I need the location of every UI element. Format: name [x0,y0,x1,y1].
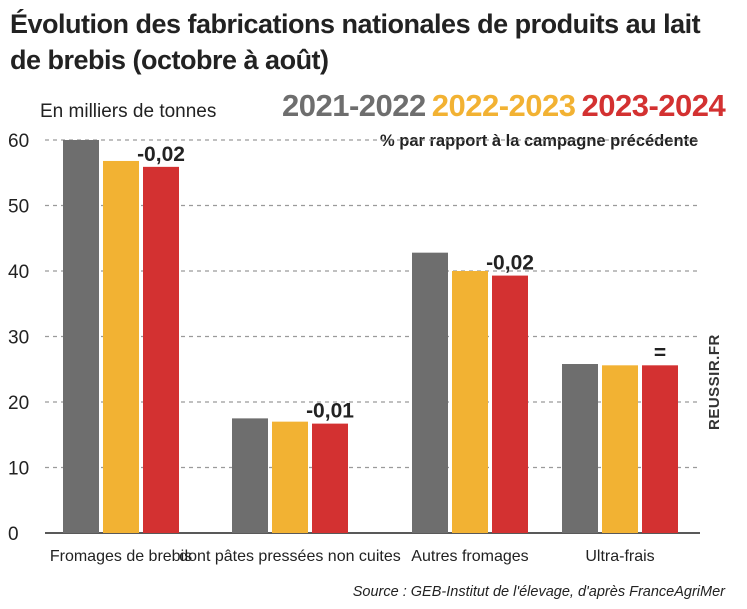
bar-2021-2022-2 [412,252,448,533]
bar-2023-2024-0 [143,166,179,534]
y-tick-label: 60 [8,131,29,152]
bar-2022-2023-0 [103,160,139,533]
chart-title-line-1: Évolution des fabrications nationales de… [10,9,701,39]
bar-2022-2023-1 [272,421,308,533]
bar-annotation: -0,02 [486,252,534,275]
bar-2023-2024-2 [492,275,528,533]
legend-entry-2023-2024: 2023-2024 [581,88,726,123]
bar-2023-2024-3 [642,365,678,533]
x-category-label: Autres fromages [411,548,528,565]
bar-2022-2023-3 [602,365,638,533]
legend-entry-2022-2023: 2022-2023 [431,88,576,123]
y-tick-label: 30 [8,328,29,349]
bar-annotation: -0,01 [306,400,354,423]
bar-2021-2022-0 [63,140,99,533]
y-tick-label: 0 [8,524,19,545]
y-axis-unit-label: En milliers de tonnes [40,101,217,122]
source-note: Source : GEB-Institut de l'élevage, d'ap… [352,584,725,600]
x-category-label: Ultra-frais [585,548,654,565]
y-tick-label: 40 [8,262,29,283]
y-tick-label: 10 [8,459,29,480]
bar-2022-2023-2 [452,271,488,533]
x-category-label: dont pâtes pressées non cuites [179,548,400,565]
side-credit: REUSSIR.FR [706,334,723,430]
chart-title-line-2: de brebis (octobre à août) [10,45,329,75]
chart-title: Évolution des fabrications nationales de… [10,6,710,78]
bar-2023-2024-1 [312,423,348,533]
legend: 2021-2022 2022-2023 2023-2024 [282,88,731,124]
x-category-label: Fromages de brebis [50,548,192,565]
legend-entry-2021-2022: 2021-2022 [282,88,426,123]
bar-2021-2022-3 [562,364,598,533]
y-tick-label: 20 [8,393,29,414]
chart-subtitle: % par rapport à la campagne précédente [380,132,699,150]
bar-2021-2022-1 [232,418,268,533]
bar-annotation: -0,02 [137,143,185,166]
y-tick-label: 50 [8,197,29,218]
bar-annotation: = [654,341,666,364]
